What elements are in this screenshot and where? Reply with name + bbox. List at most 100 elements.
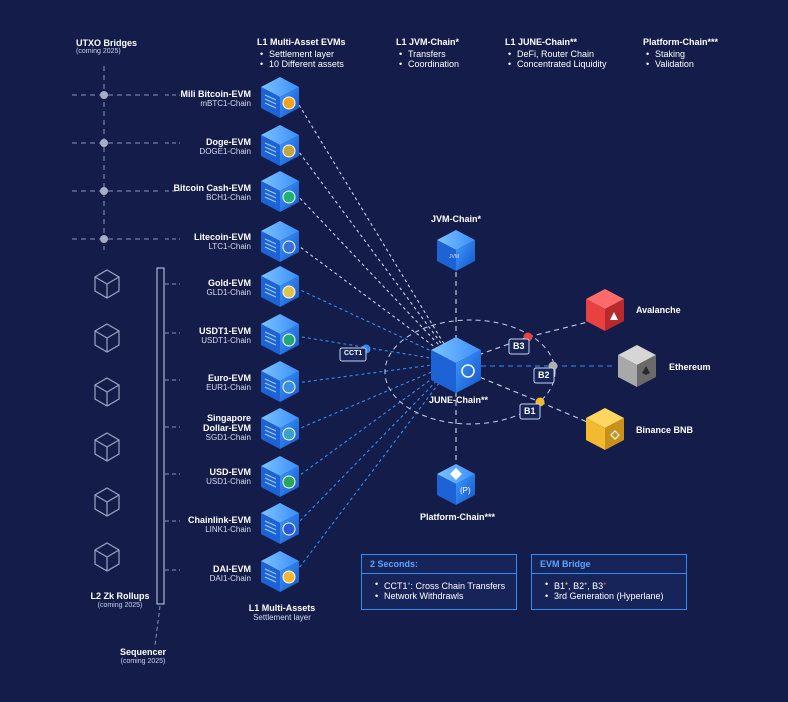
b2-tag: B2 — [538, 370, 550, 380]
june-item: DeFi, Router Chain — [508, 49, 607, 59]
chain-name: Mili Bitcoin-EVM — [180, 89, 252, 99]
chain-label: Bitcoin Cash-EVM BCH1-Chain — [101, 183, 251, 203]
cct1-desc: : Cross Chain Transfers — [410, 581, 506, 591]
chain-cube-icon — [261, 408, 299, 449]
chain-cube-icon — [261, 503, 299, 544]
cct1-ref: CCT1 — [384, 581, 408, 591]
l2-rollup-cubes — [94, 269, 120, 572]
l1-multi-sub: Settlement layer — [253, 613, 311, 622]
june-chain-icon — [431, 337, 481, 393]
two-seconds-item: CCT1●: Cross Chain Transfers — [375, 579, 516, 591]
ethereum-icon — [618, 345, 656, 387]
sequencer-title: Sequencer — [119, 647, 167, 657]
chain-code: EUR1-Chain — [206, 383, 251, 392]
chain-name: Bitcoin Cash-EVM — [173, 183, 251, 193]
chain-code: DAI1-Chain — [209, 574, 251, 583]
chain-name: USD-EVM — [209, 467, 251, 477]
platform-title: Platform-Chain*** — [643, 37, 719, 47]
b3-tag: B3 — [513, 341, 525, 351]
chain-name: Singapore — [206, 413, 251, 423]
chain-label: Singapore Dollar-EVM SGD1-Chain — [101, 413, 251, 443]
chain-cube-icon — [261, 266, 299, 307]
chain-code: USDT1-Chain — [201, 336, 251, 345]
chain-name: Dollar-EVM — [202, 423, 251, 433]
b1-tag: B1 — [524, 406, 536, 416]
chain-label: DAI-EVM DAI1-Chain — [101, 564, 251, 584]
jvm-header: L1 JVM-Chain* Transfers Coordination — [396, 37, 459, 69]
binance-label: Binance BNB — [636, 425, 694, 435]
cct1-tag: CCT1 — [344, 350, 363, 357]
l2-title: L2 Zk Rollups — [90, 591, 150, 601]
chain-code: USD1-Chain — [206, 477, 251, 486]
platform-chain-icon — [437, 464, 475, 505]
b2-ref: B2 — [573, 581, 585, 591]
platform-item: Staking — [646, 49, 718, 59]
chain-label: USD-EVM USD1-Chain — [101, 467, 251, 487]
chain-label: Gold-EVM GLD1-Chain — [101, 278, 251, 298]
l1-multi-label: L1 Multi-Assets Settlement layer — [246, 603, 318, 623]
platform-icon-text: (P) — [460, 486, 471, 495]
chain-code: LINK1-Chain — [205, 525, 251, 534]
chain-code: GLD1-Chain — [206, 288, 251, 297]
utxo-node — [100, 91, 108, 99]
platform-item: Validation — [646, 59, 718, 69]
chain-label: Mili Bitcoin-EVM mBTC1-Chain — [101, 89, 252, 109]
chain-name: DAI-EVM — [213, 564, 251, 574]
utxo-node — [100, 139, 108, 147]
jvm-item: Coordination — [399, 59, 459, 69]
utxo-title: UTXO Bridges — [76, 38, 138, 48]
chain-cube-icon — [261, 221, 299, 262]
utxo-node — [100, 235, 108, 243]
chain-cube-icon — [261, 361, 299, 402]
platform-header: Platform-Chain*** Staking Validation — [643, 37, 718, 69]
chain-code: BCH1-Chain — [206, 193, 251, 202]
chain-code: mBTC1-Chain — [200, 99, 251, 108]
chain-code: DOGE1-Chain — [199, 147, 251, 156]
l1-multi-title: L1 Multi-Assets — [248, 603, 316, 613]
jvm-chain-label: JVM-Chain* — [431, 214, 482, 224]
b3-ref: B3 — [592, 581, 604, 591]
bridge-tags — [339, 338, 555, 420]
chain-cube-icon — [261, 551, 299, 592]
chain-name: Euro-EVM — [207, 373, 251, 383]
chain-name: Gold-EVM — [208, 278, 251, 288]
evm-bridge-item: 3rd Generation (Hyperlane) — [545, 591, 686, 601]
jvm-item: Transfers — [399, 49, 459, 59]
binance-icon — [586, 408, 624, 450]
chain-label: Chainlink-EVM LINK1-Chain — [101, 515, 251, 535]
jvm-icon-text: JVM — [449, 254, 459, 260]
chain-to-june-lines — [295, 99, 456, 573]
chain-name: USDT1-EVM — [198, 326, 251, 336]
b1-ref: B1 — [554, 581, 566, 591]
multi-title: L1 Multi-Asset EVMs — [257, 37, 346, 47]
l2-label: L2 Zk Rollups (coming 2025) — [80, 591, 160, 611]
chain-name: Litecoin-EVM — [193, 232, 251, 242]
evm-bridge-box: EVM Bridge B1●, B2●, B3● 3rd Generation … — [531, 554, 687, 610]
avalanche-label: Avalanche — [636, 305, 681, 315]
sequencer-bar — [156, 267, 165, 605]
jvm-title: L1 JVM-Chain* — [396, 37, 460, 47]
chain-cube-icon — [261, 77, 299, 118]
chain-label: Litecoin-EVM LTC1-Chain — [101, 232, 251, 252]
multi-item: Settlement layer — [260, 49, 346, 59]
platform-chain-label: Platform-Chain*** — [420, 512, 496, 522]
chain-label: Euro-EVM EUR1-Chain — [101, 373, 251, 393]
l2-sub: (coming 2025) — [97, 602, 143, 609]
multi-item: 10 Different assets — [260, 59, 346, 69]
evm-bridge-title: EVM Bridge — [532, 555, 686, 574]
avalanche-icon — [586, 289, 624, 331]
sequencer-sub: (coming 2025) — [120, 658, 166, 665]
utxo-node — [100, 187, 108, 195]
june-item: Concentrated Liquidity — [508, 59, 607, 69]
multi-header: L1 Multi-Asset EVMs Settlement layer 10 … — [257, 37, 346, 69]
chain-label: Doge-EVM DOGE1-Chain — [101, 137, 251, 157]
utxo-header: UTXO Bridges (coming 2025) — [76, 38, 137, 55]
two-seconds-item: Network Withdrawls — [375, 591, 516, 601]
june-title: L1 JUNE-Chain** — [505, 37, 578, 47]
chain-cube-icon — [261, 171, 299, 212]
chain-code: LTC1-Chain — [208, 242, 251, 251]
june-header: L1 JUNE-Chain** DeFi, Router Chain Conce… — [505, 37, 607, 69]
two-seconds-box: 2 Seconds: CCT1●: Cross Chain Transfers … — [361, 554, 517, 610]
chain-cubes — [261, 77, 299, 592]
